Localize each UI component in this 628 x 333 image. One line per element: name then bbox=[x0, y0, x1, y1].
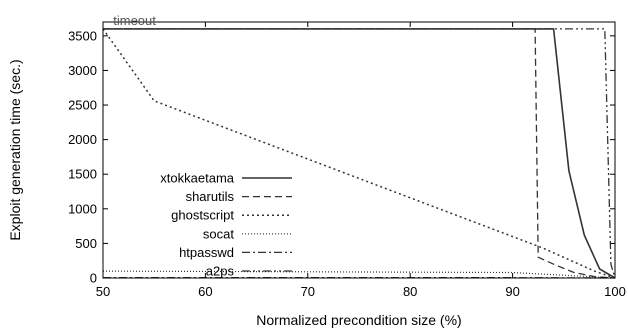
x-tick-label: 100 bbox=[604, 284, 626, 299]
plot-frame bbox=[102, 21, 616, 279]
axes bbox=[102, 21, 616, 279]
x-tick-label: 50 bbox=[96, 284, 110, 299]
tick-labels: 50 60 70 80 90 100050010001500200025003000350… bbox=[68, 28, 626, 299]
y-tick-label: 3000 bbox=[68, 63, 97, 78]
y-tick-label: 1000 bbox=[68, 201, 97, 216]
series-lines bbox=[102, 28, 616, 279]
legend: xtokkaetama sharutils ghostscript socat htpa… bbox=[160, 171, 292, 279]
x-axis-title: Normalized precondition size (%) bbox=[256, 312, 461, 328]
x-tick-label: 80 bbox=[403, 284, 417, 299]
legend-label: ghostscript bbox=[171, 208, 234, 223]
y-tick-label: 3500 bbox=[68, 28, 97, 43]
y-tick-label: 0 bbox=[90, 271, 97, 286]
y-tick-label: 2500 bbox=[68, 98, 97, 113]
series-line-socat bbox=[102, 270, 616, 279]
legend-label: htpasswd bbox=[179, 245, 234, 260]
annotations: timeout bbox=[113, 13, 156, 28]
timeout-annotation: timeout bbox=[113, 13, 156, 28]
legend-label: xtokkaetama bbox=[160, 171, 234, 186]
legend-label: socat bbox=[203, 226, 234, 241]
y-tick-label: 500 bbox=[75, 236, 97, 251]
x-tick-label: 90 bbox=[505, 284, 519, 299]
legend-label: a2ps bbox=[206, 264, 235, 279]
legend-label: sharutils bbox=[186, 189, 235, 204]
x-tick-label: 60 bbox=[198, 284, 212, 299]
y-tick-label: 2000 bbox=[68, 132, 97, 147]
y-axis-title: Exploit generation time (sec.) bbox=[7, 59, 23, 240]
y-tick-label: 1500 bbox=[68, 167, 97, 182]
series-line-sharutils bbox=[103, 28, 616, 279]
x-tick-label: 70 bbox=[301, 284, 315, 299]
